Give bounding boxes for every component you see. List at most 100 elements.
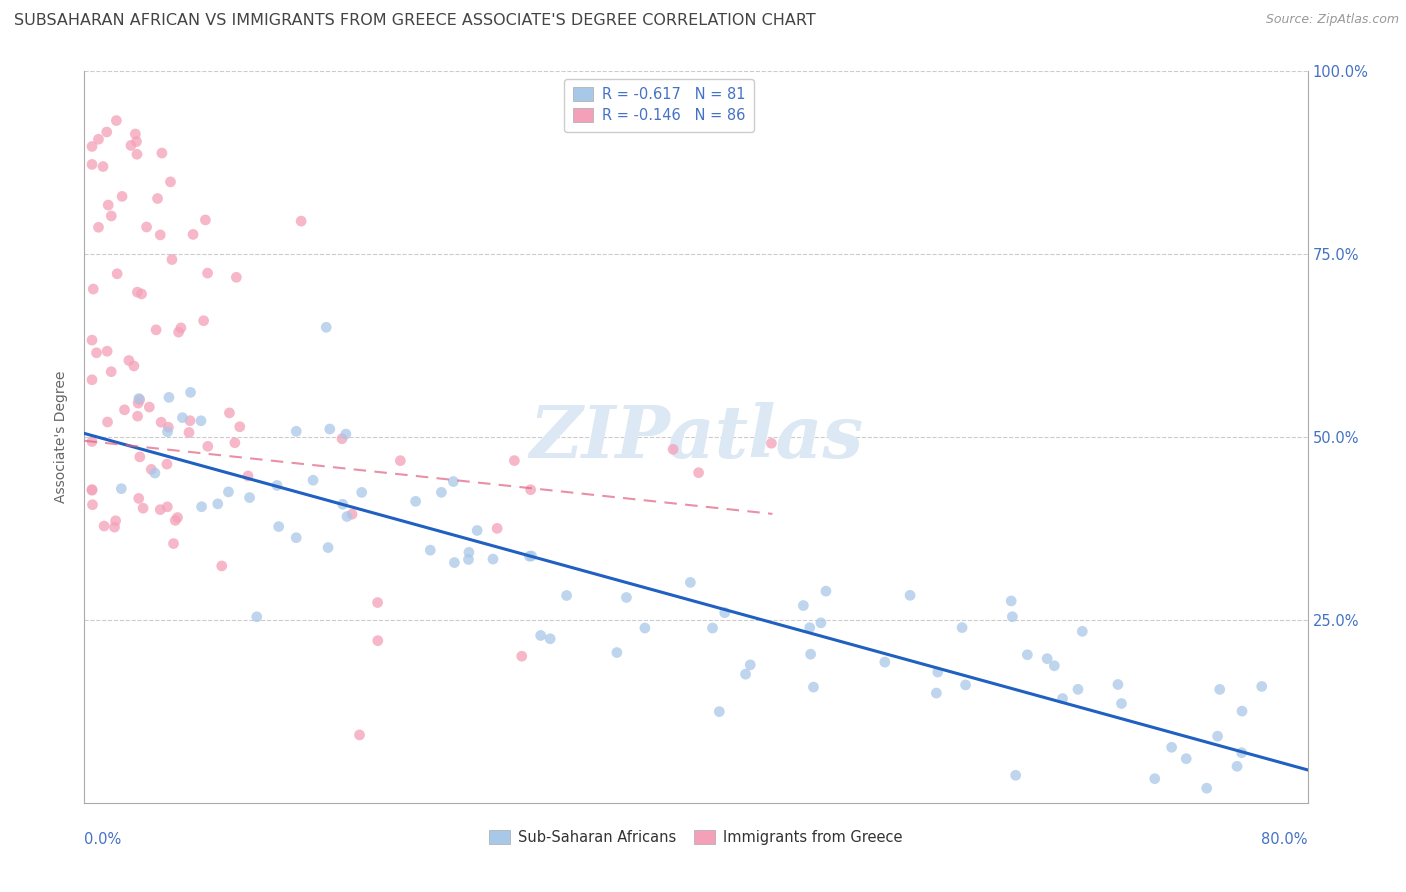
Point (734, 667, 756, 681)
Point (349, 728, 371, 742)
Point (1052, 691, 1074, 706)
Point (125, 135, 148, 149)
Point (100, 365, 122, 379)
Point (193, 314, 215, 328)
Point (236, 469, 259, 483)
Point (131, 287, 153, 301)
Point (709, 705, 731, 719)
Point (634, 621, 657, 635)
Point (1226, 759, 1249, 773)
Point (302, 473, 325, 487)
Point (1250, 680, 1272, 694)
Point (740, 657, 762, 672)
Point (149, 502, 172, 516)
Point (950, 621, 973, 635)
Point (127, 409, 149, 424)
Point (1004, 768, 1026, 782)
Point (157, 420, 180, 434)
Y-axis label: Associate's Degree: Associate's Degree (55, 371, 69, 503)
Point (179, 414, 201, 428)
Point (111, 189, 134, 203)
Text: 80.0%: 80.0% (1261, 832, 1308, 847)
Point (82, 282, 104, 296)
Point (141, 462, 163, 476)
Point (266, 478, 288, 492)
Point (538, 632, 561, 646)
Point (165, 513, 187, 527)
Point (702, 621, 724, 635)
Point (290, 214, 312, 228)
Point (96, 344, 118, 359)
Point (103, 520, 125, 534)
Point (1230, 704, 1253, 718)
Point (146, 192, 169, 206)
Point (100, 209, 122, 223)
Point (1017, 648, 1039, 662)
Point (132, 501, 155, 516)
Text: ZIPatlas: ZIPatlas (529, 401, 863, 473)
Point (93, 519, 115, 533)
Point (457, 552, 479, 566)
Point (800, 647, 823, 661)
Point (105, 113, 128, 128)
Point (104, 514, 127, 528)
Point (1111, 697, 1133, 711)
Point (96, 125, 118, 139)
Point (80, 157, 103, 171)
Point (157, 390, 180, 404)
Point (898, 588, 921, 602)
Point (80, 333, 103, 347)
Point (873, 655, 896, 669)
Point (80, 483, 103, 497)
Point (128, 450, 150, 464)
Point (267, 519, 290, 533)
Point (925, 686, 948, 700)
Point (350, 485, 373, 500)
Point (679, 575, 702, 590)
Point (143, 466, 166, 480)
Point (180, 385, 202, 400)
Point (761, 436, 783, 450)
Point (555, 589, 578, 603)
Point (810, 615, 832, 630)
Point (503, 453, 526, 467)
Point (190, 414, 212, 428)
Point (285, 425, 308, 439)
Point (125, 147, 148, 161)
Point (486, 521, 509, 535)
Point (80, 483, 103, 498)
Point (315, 320, 337, 334)
Point (150, 146, 173, 161)
Point (1230, 746, 1253, 760)
Point (1036, 651, 1059, 665)
Point (332, 497, 354, 511)
Point (1143, 772, 1166, 786)
Point (150, 415, 173, 429)
Point (181, 227, 204, 242)
Point (520, 549, 543, 563)
Point (156, 500, 179, 514)
Point (443, 556, 465, 570)
Point (246, 609, 269, 624)
Point (128, 392, 150, 406)
Point (367, 633, 389, 648)
Point (127, 285, 149, 300)
Point (239, 491, 262, 505)
Point (211, 558, 233, 573)
Point (519, 549, 541, 564)
Point (80, 434, 103, 449)
Point (190, 500, 212, 514)
Point (441, 475, 464, 489)
Point (519, 483, 541, 497)
Point (319, 422, 342, 436)
Point (124, 127, 146, 141)
Point (217, 484, 239, 499)
Point (927, 665, 949, 679)
Point (96, 415, 118, 429)
Point (419, 543, 441, 558)
Point (792, 599, 814, 613)
Point (135, 219, 157, 234)
Point (530, 628, 553, 642)
Point (91, 160, 114, 174)
Point (1195, 781, 1218, 796)
